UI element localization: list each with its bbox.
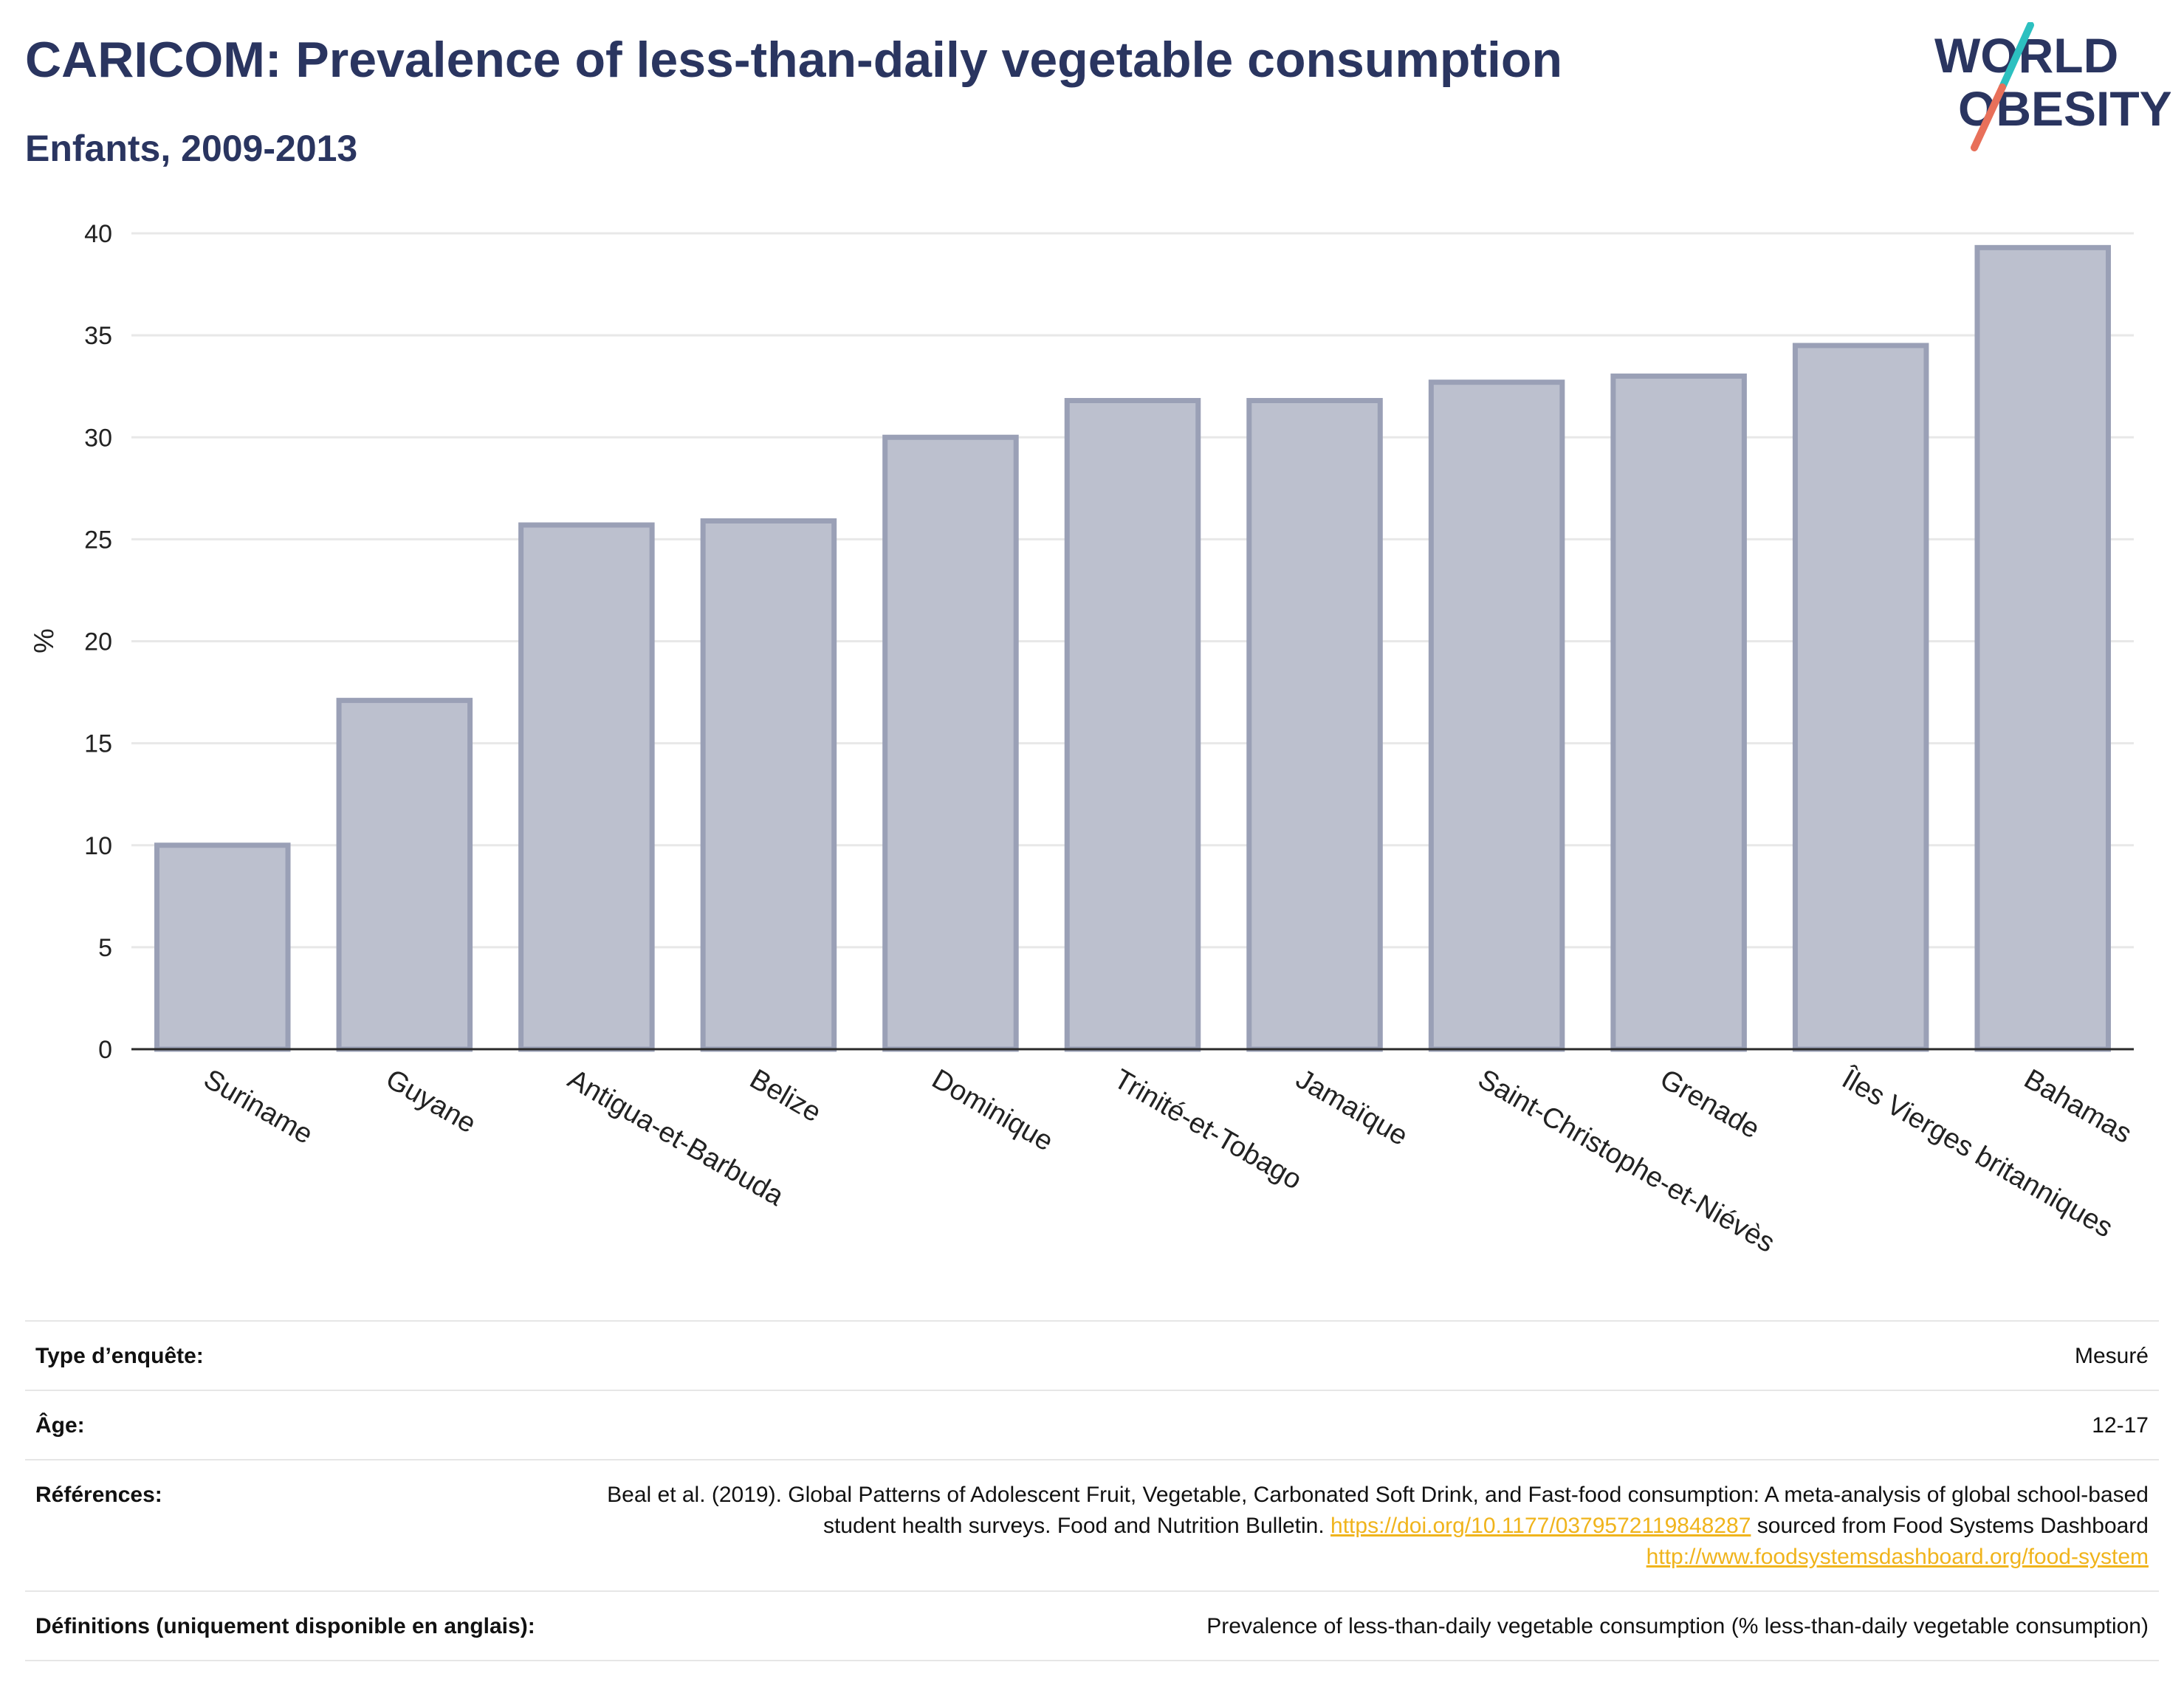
meta-row-definitions: Définitions (uniquement disponible en an… [25,1592,2159,1661]
y-tick-label: 40 [84,220,112,248]
meta-row-survey-type: Type d’enquête: Mesuré [25,1322,2159,1391]
x-tick-label: Jamaïque [1291,1063,1413,1152]
meta-value: 12-17 [2092,1413,2149,1438]
y-tick-label: 25 [84,526,112,554]
bar [1974,244,2111,1052]
reference-text: Beal et al. (2019). Global Patterns of A… [607,1483,2149,1538]
meta-value: Prevalence of less-than-daily vegetable … [1206,1614,2149,1638]
world-obesity-logo: WORLD OBESITY [1934,22,2171,151]
chart-subtitle: Enfants, 2009-2013 [25,128,358,169]
y-tick-label: 35 [84,322,112,350]
meta-row-references: Références: Beal et al. (2019). Global P… [25,1460,2159,1592]
metadata-table: Type d’enquête: Mesuré Âge: 12-17 Référe… [25,1320,2159,1661]
bar [518,522,655,1052]
x-tick-label: Suriname [199,1063,318,1150]
chart-title: CARICOM: Prevalence of less-than-daily v… [25,32,1563,88]
y-axis-ticks: 0 5 10 15 20 25 30 35 40 [84,220,112,1064]
meta-label: Âge: [35,1413,85,1438]
x-tick-label: Grenade [1655,1063,1765,1144]
x-tick-label: Trinité-et-Tobago [1109,1063,1308,1195]
x-tick-label: Saint-Christophe-et-Niévès [1473,1063,1780,1258]
bar [1246,398,1383,1052]
x-tick-label: Belize [744,1063,826,1128]
y-tick-label: 15 [84,730,112,758]
bar [1610,373,1747,1052]
food-systems-dashboard-link[interactable]: http://www.foodsystemsdashboard.org/food… [1646,1545,2149,1569]
meta-value: Beal et al. (2019). Global Patterns of A… [561,1480,2149,1573]
y-axis-label: % [29,628,60,653]
bar [336,698,473,1052]
x-tick-label: Guyane [380,1063,481,1139]
bar [1428,380,1565,1052]
meta-value: Mesuré [2074,1344,2149,1368]
x-tick-label: Bahamas [2019,1063,2137,1150]
bar [700,518,837,1052]
y-tick-label: 0 [98,1036,112,1064]
meta-label: Type d’enquête: [35,1344,204,1368]
x-tick-label: Dominique [927,1063,1058,1157]
y-tick-label: 30 [84,424,112,452]
meta-row-age: Âge: 12-17 [25,1391,2159,1460]
chart-bars [154,244,2111,1052]
y-tick-label: 5 [98,934,112,962]
logo-slash-bottom [1971,83,2006,151]
meta-label: Définitions (uniquement disponible en an… [35,1614,535,1638]
y-tick-label: 10 [84,832,112,860]
bar [154,842,291,1052]
reference-source-text: sourced from Food Systems Dashboard [1751,1514,2149,1538]
meta-label: Références: [35,1483,162,1507]
bar [882,434,1019,1052]
doi-link[interactable]: https://doi.org/10.1177/0379572119848287 [1330,1514,1751,1538]
bar [1792,343,1929,1052]
bar [1064,398,1201,1052]
y-tick-label: 20 [84,628,112,656]
logo-slash-top [1999,22,2034,91]
